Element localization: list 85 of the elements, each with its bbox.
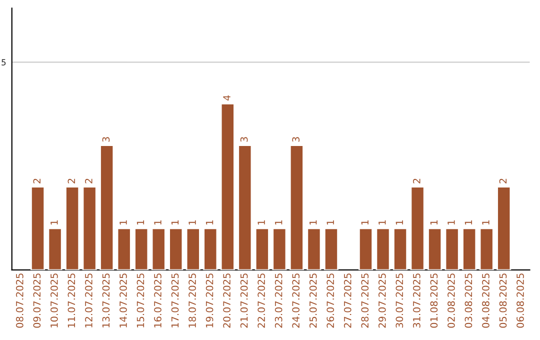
data-label: 2 xyxy=(499,178,507,184)
data-label: 2 xyxy=(85,178,92,184)
data-label: 1 xyxy=(50,220,58,225)
data-label: 3 xyxy=(240,137,248,142)
data-label: 2 xyxy=(413,178,420,184)
x-tick-label: 11.07.2025 xyxy=(68,274,76,328)
x-tick-label: 29.07.2025 xyxy=(378,274,386,328)
data-label: 1 xyxy=(430,220,438,225)
data-label: 1 xyxy=(136,220,144,225)
x-tick-label: 04.08.2025 xyxy=(482,274,490,328)
data-label: 1 xyxy=(120,220,127,225)
bar xyxy=(324,228,338,270)
x-tick-label: 10.07.2025 xyxy=(50,274,58,328)
bar xyxy=(393,228,408,270)
bar xyxy=(462,228,477,270)
x-tick-label: 09.07.2025 xyxy=(33,274,41,328)
x-tick-label: 16.07.2025 xyxy=(154,274,162,328)
bar xyxy=(479,228,494,270)
bar xyxy=(289,144,304,270)
x-tick-label: 13.07.2025 xyxy=(102,274,110,328)
x-tick-label: 28.07.2025 xyxy=(361,274,369,328)
data-label: 1 xyxy=(482,220,490,225)
bar xyxy=(496,186,512,270)
x-tick-label: 14.07.2025 xyxy=(120,274,127,328)
data-label: 1 xyxy=(378,220,386,225)
x-tick-label: 17.07.2025 xyxy=(171,274,179,328)
bar xyxy=(116,228,132,270)
bar xyxy=(254,228,270,270)
bar xyxy=(65,186,80,270)
bar xyxy=(82,186,97,270)
x-tick-label: 22.07.2025 xyxy=(258,274,265,328)
x-tick-label: 06.08.2025 xyxy=(516,274,524,328)
bar xyxy=(151,228,166,270)
x-tick-label: 20.07.2025 xyxy=(223,274,230,328)
bar xyxy=(272,228,287,270)
bar xyxy=(376,228,390,270)
bar xyxy=(220,103,235,270)
data-label: 1 xyxy=(361,220,368,225)
data-label: 3 xyxy=(102,137,110,142)
data-label: 1 xyxy=(326,220,334,225)
x-tick-label: 01.08.2025 xyxy=(430,274,438,328)
data-label: 1 xyxy=(258,220,265,225)
data-label: 1 xyxy=(396,220,403,225)
data-label: 4 xyxy=(223,95,230,100)
data-label: 1 xyxy=(188,220,196,225)
data-label: 2 xyxy=(68,178,75,184)
bar xyxy=(100,144,114,270)
y-tick-label: 5 xyxy=(2,59,6,66)
bar xyxy=(428,228,442,270)
x-tick-label: 08.07.2025 xyxy=(16,274,24,328)
data-label: 1 xyxy=(448,220,455,225)
data-label: 1 xyxy=(464,220,472,225)
data-label: 1 xyxy=(171,220,179,225)
x-tick-label: 26.07.2025 xyxy=(326,274,334,328)
x-tick-label: 05.08.2025 xyxy=(499,274,507,328)
bar xyxy=(30,186,46,270)
x-tick-label: 24.07.2025 xyxy=(292,274,300,328)
x-tick-label: 31.07.2025 xyxy=(413,274,420,328)
x-tick-label: 02.08.2025 xyxy=(448,274,455,328)
x-tick-label: 12.07.2025 xyxy=(85,274,92,328)
x-tick-label: 30.07.2025 xyxy=(396,274,404,328)
x-tick-label: 27.07.2025 xyxy=(344,274,352,328)
data-label: 1 xyxy=(206,220,214,225)
data-label: 2 xyxy=(33,178,40,184)
x-tick-label: 18.07.2025 xyxy=(188,274,196,328)
bar xyxy=(186,228,200,270)
bar xyxy=(410,186,425,270)
bar xyxy=(444,228,460,270)
x-tick-label: 21.07.2025 xyxy=(240,274,248,328)
bar xyxy=(238,144,252,270)
data-label: 1 xyxy=(275,220,282,225)
x-tick-label: 25.07.2025 xyxy=(309,274,317,328)
bar xyxy=(48,228,62,270)
bar xyxy=(358,228,374,270)
x-tick-label: 19.07.2025 xyxy=(206,274,214,328)
data-label: 1 xyxy=(310,220,317,225)
x-tick-label: 03.08.2025 xyxy=(464,274,472,328)
bar xyxy=(168,228,184,270)
x-tick-label: 23.07.2025 xyxy=(274,274,282,328)
data-label: 1 xyxy=(154,220,162,225)
bar xyxy=(134,228,149,270)
bar xyxy=(203,228,218,270)
data-label: 3 xyxy=(292,137,300,142)
bar xyxy=(306,228,322,270)
x-tick-label: 15.07.2025 xyxy=(136,274,144,328)
